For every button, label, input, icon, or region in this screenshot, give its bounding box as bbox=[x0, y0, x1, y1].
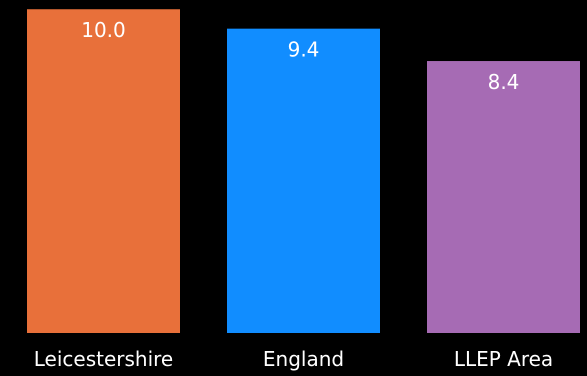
bar-leicestershire bbox=[27, 9, 180, 334]
data-label-llep-area: 8.4 bbox=[488, 70, 520, 94]
category-label-llep-area: LLEP Area bbox=[454, 347, 553, 371]
category-label-leicestershire: Leicestershire bbox=[34, 347, 173, 371]
category-label-england: England bbox=[263, 347, 344, 371]
data-label-england: 9.4 bbox=[288, 38, 320, 62]
bar-england bbox=[227, 28, 380, 334]
data-labels-group: 10.0 9.4 8.4 bbox=[81, 18, 519, 94]
data-label-leicestershire: 10.0 bbox=[81, 18, 126, 42]
bar-llep-area bbox=[427, 61, 580, 333]
bars-group bbox=[27, 9, 580, 334]
category-labels-group: Leicestershire England LLEP Area bbox=[34, 347, 553, 371]
